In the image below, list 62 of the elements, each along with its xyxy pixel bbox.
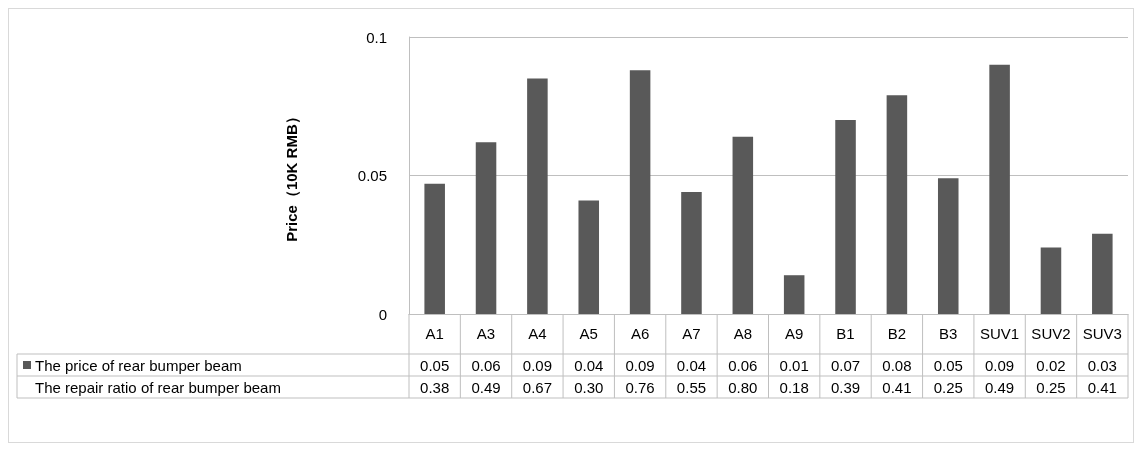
data-label: 0.01	[779, 356, 809, 374]
x-tick-label: A9	[785, 325, 804, 342]
x-tick-label: A5	[579, 325, 598, 342]
text: 0.55	[676, 378, 707, 396]
text: 0.30	[574, 378, 604, 396]
data-label: 0.06	[471, 356, 501, 374]
data-label: 0.07	[830, 356, 861, 374]
data-label: 0.08	[882, 356, 912, 374]
text: The repair ratio of rear bumper beam	[35, 378, 281, 396]
data-label: 0.05	[933, 356, 963, 374]
bar	[732, 136, 754, 314]
bar	[989, 64, 1010, 314]
text: 0.25	[1036, 378, 1066, 396]
x-tick-label: A8	[733, 325, 752, 342]
bar	[1040, 247, 1062, 314]
bar	[835, 120, 856, 314]
bar	[475, 142, 497, 314]
x-tick-label: SUV2	[1031, 325, 1071, 342]
bar	[424, 183, 445, 314]
bar	[527, 78, 548, 314]
data-label: 0.02	[1036, 356, 1066, 374]
text: 0.18	[779, 378, 809, 396]
x-tick-label: A4	[528, 325, 547, 342]
y-tick-label: 0.05	[357, 167, 387, 184]
text: 0.76	[625, 378, 655, 396]
bar	[1092, 233, 1113, 314]
data-label: 0.09	[522, 356, 552, 374]
text: 0.49	[471, 378, 501, 396]
data-label: 0.03	[1087, 356, 1117, 374]
data-label: 0.09	[625, 356, 655, 374]
x-tick-label: A1	[425, 325, 444, 342]
bar	[886, 95, 908, 314]
text: 0.67	[522, 378, 552, 396]
text: 0.41	[1087, 378, 1117, 396]
bar	[629, 70, 651, 314]
x-tick-label: B2	[887, 325, 907, 342]
data-label: 0.09	[985, 356, 1015, 374]
data-label: 0.05	[420, 356, 450, 374]
text: 0.38	[420, 378, 450, 396]
bar	[783, 275, 805, 314]
y-tick-label: 0.1	[366, 28, 387, 46]
x-tick-label: A7	[682, 325, 701, 342]
legend-label: The price of rear bumper beam	[35, 356, 242, 374]
data-label: 0.04	[574, 356, 604, 374]
text: 0.39	[830, 378, 861, 396]
y-tick-label: 0	[378, 305, 387, 323]
text: 0.49	[985, 378, 1015, 396]
text: 0.80	[728, 378, 758, 396]
text: 0.25	[933, 378, 963, 396]
x-tick-label: B1	[836, 325, 855, 342]
x-tick-label: SUV1	[980, 325, 1020, 342]
bar	[681, 192, 702, 314]
x-tick-label: A3	[476, 325, 496, 342]
text: 0.41	[882, 378, 912, 396]
data-label: 0.04	[676, 356, 707, 374]
bar	[578, 200, 600, 314]
x-tick-label: SUV3	[1082, 325, 1122, 342]
bar	[937, 178, 959, 314]
data-label: 0.06	[728, 356, 758, 374]
x-tick-label: A6	[630, 325, 650, 342]
x-tick-label: B3	[939, 325, 958, 342]
y-axis-title: Price（10K RMB）	[283, 109, 300, 242]
